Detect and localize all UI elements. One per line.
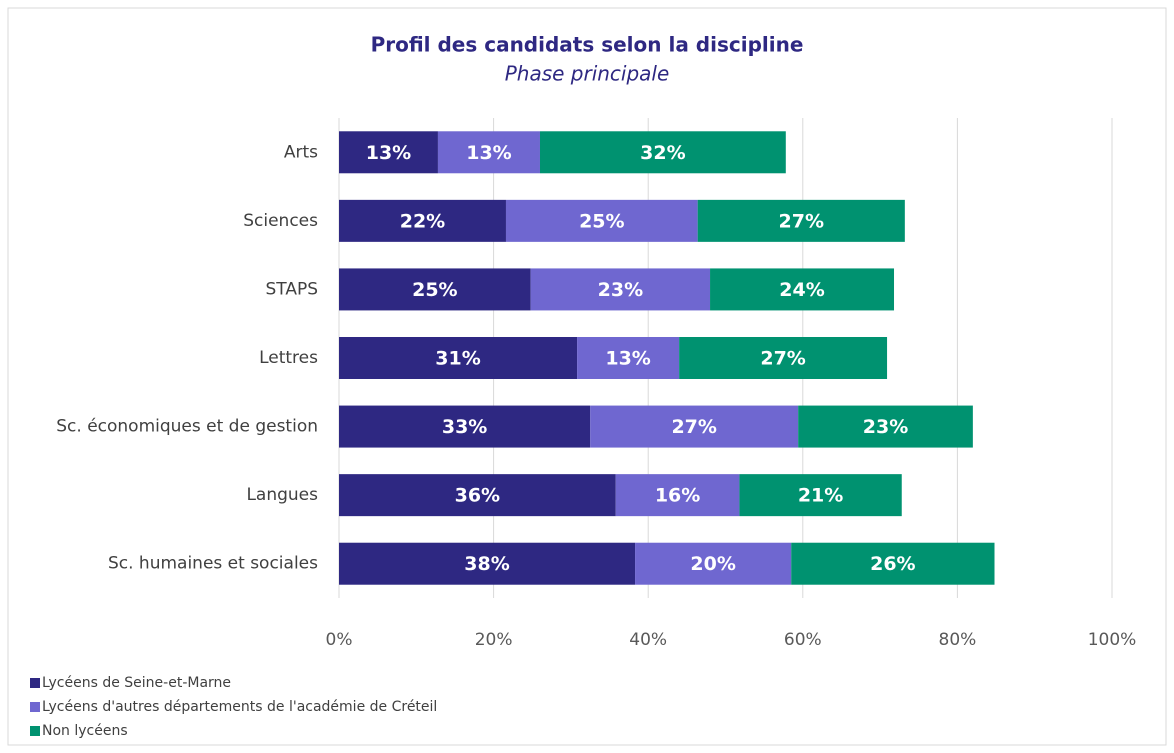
y-tick-label: STAPS [265,279,318,299]
x-tick-label: 40% [629,630,667,650]
legend-label: Lycéens d'autres départements de l'acadé… [42,699,437,715]
y-tick-label: Arts [284,142,318,162]
value-label: 25% [579,210,624,232]
value-label: 23% [863,416,908,438]
bar-segment [697,199,905,242]
bar-segment [339,131,438,174]
value-label: 24% [779,279,824,301]
bar-segment [590,405,799,448]
bar-segment [539,131,786,174]
value-label: 38% [464,553,509,575]
value-label: 22% [400,210,445,232]
bar-segment [339,542,636,585]
bar-segment [791,542,995,585]
legend-label: Lycéens de Seine-et-Marne [42,675,231,691]
value-label: 13% [605,348,650,370]
y-tick-label: Sc. économiques et de gestion [56,417,318,437]
bar-segment [615,474,740,517]
legend-swatch [30,726,40,736]
x-tick-label: 60% [784,630,822,650]
bar-segment [437,131,540,174]
bar-segment [339,474,616,517]
chart-subtitle: Phase principale [505,62,670,86]
bar-segment [577,337,680,379]
value-label: 21% [798,485,843,507]
bar-segment [339,337,578,379]
value-label: 20% [690,553,735,575]
y-tick-label: Sciences [243,211,318,231]
legend-swatch [30,678,40,688]
bar-segment [339,268,531,311]
bar-segment [739,474,902,517]
legend-label: Non lycéens [42,723,128,739]
value-label: 31% [435,348,480,370]
bar-segment [505,199,698,242]
bar-segment [339,199,506,242]
value-label: 27% [671,416,716,438]
bar-segment [530,268,711,311]
x-tick-label: 100% [1088,630,1137,650]
value-label: 13% [366,142,411,164]
y-tick-label: Langues [246,485,318,505]
bar-segment [339,405,591,448]
bar-segment [798,405,973,448]
bar-segment [710,268,895,311]
value-label: 36% [455,485,500,507]
value-label: 32% [640,142,685,164]
y-tick-label: Sc. humaines et sociales [108,554,318,574]
value-label: 33% [442,416,487,438]
x-tick-label: 20% [475,630,513,650]
value-label: 23% [598,279,643,301]
value-label: 27% [779,210,824,232]
legend-swatch [30,702,40,712]
bar-segment [635,542,792,585]
bar-segment [679,337,888,379]
x-tick-label: 80% [939,630,977,650]
chart-title: Profil des candidats selon la discipline [371,33,804,57]
value-label: 16% [655,485,700,507]
y-tick-label: Lettres [259,348,318,368]
x-tick-label: 0% [326,630,353,650]
value-label: 26% [870,553,915,575]
value-label: 25% [412,279,457,301]
value-label: 27% [760,348,805,370]
value-label: 13% [466,142,511,164]
